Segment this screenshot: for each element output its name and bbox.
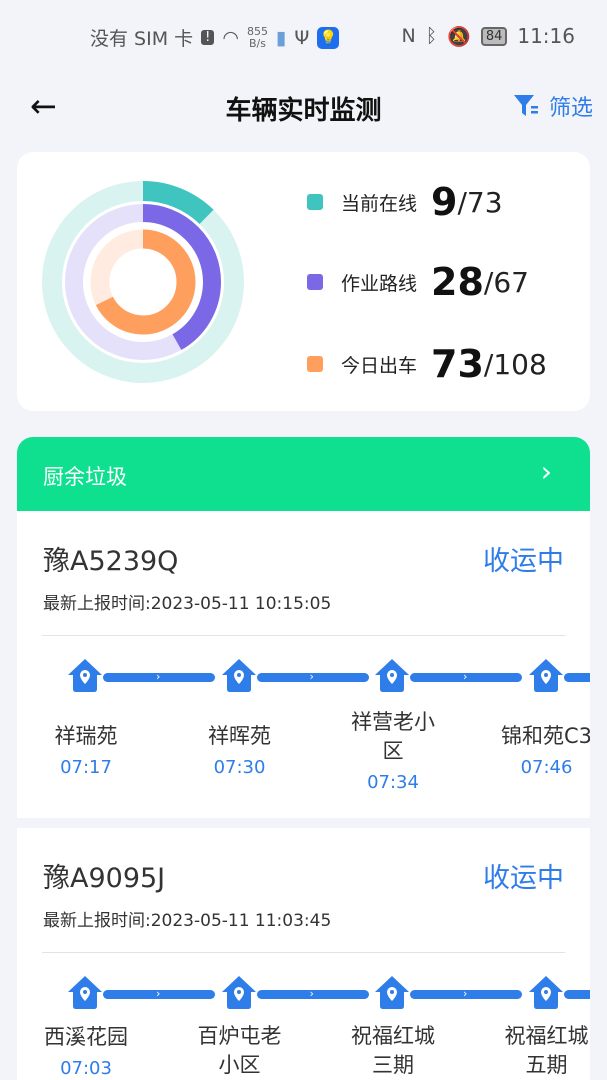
filter-label: 筛选 xyxy=(548,96,593,121)
home-pin-icon xyxy=(68,659,102,692)
stat-value: 28 xyxy=(431,260,484,304)
stat-label: 作业路线 xyxy=(341,272,418,295)
sim-alert-icon: ! xyxy=(201,30,215,45)
battery-icon: 84 xyxy=(480,26,508,46)
chevron-right-icon: › xyxy=(540,455,552,488)
home-pin-icon xyxy=(221,659,256,692)
route-line xyxy=(103,990,215,999)
legend-dot xyxy=(307,194,323,210)
stop-name: 祥营老小区 xyxy=(351,709,435,763)
stop-time: 07:34 xyxy=(367,771,419,793)
divider xyxy=(42,635,565,636)
plate-number: 豫A9095J xyxy=(43,863,166,894)
status-badge: 收运中 xyxy=(483,546,564,577)
stop-name: 祥瑞苑 xyxy=(54,724,118,748)
route-timeline: › 祥瑞苑 07:17 › 祥晖苑 07:30 › 祥营老小区 07:34 锦和苑C… xyxy=(17,659,590,793)
net-speed: 855 B/s xyxy=(246,24,268,50)
arrow-icon: › xyxy=(156,987,161,1000)
vehicle-card[interactable]: 豫A9095J 收运中 最新上报时间:2023-05-11 11:03:45 ›… xyxy=(17,828,590,1080)
stop-name: 祝福红城五期 xyxy=(504,1023,589,1077)
mute-bell-icon: 🔕 xyxy=(447,25,471,48)
report-time: 最新上报时间:2023-05-11 10:15:05 xyxy=(43,594,332,614)
stat-total: /67 xyxy=(483,265,529,299)
plate-number: 豫A5239Q xyxy=(43,546,179,577)
stat-label: 今日出车 xyxy=(341,354,418,377)
top-nav: ← 车辆实时监测 筛选 xyxy=(0,80,607,134)
arrow-icon: › xyxy=(309,670,314,683)
stat-online: 当前在线 9/73 xyxy=(307,180,503,224)
divider xyxy=(42,952,565,953)
route-line xyxy=(563,673,590,682)
route-line xyxy=(563,990,590,999)
stat-total: /73 xyxy=(457,185,503,219)
home-pin-icon xyxy=(375,976,409,1009)
stop-time: 07:17 xyxy=(60,757,112,778)
wifi-icon: ◠ xyxy=(222,26,239,49)
legend-dot xyxy=(307,356,323,372)
page-title: 车辆实时监测 xyxy=(225,96,382,126)
bulb-icon: 💡 xyxy=(317,26,340,49)
stat-today: 今日出车 73/108 xyxy=(307,342,547,386)
nfc-icon: N xyxy=(401,25,416,47)
arrow-icon: › xyxy=(156,670,161,683)
stop-name: 祥晖苑 xyxy=(208,724,271,748)
ring-arc xyxy=(42,181,244,383)
stop-name: 锦和苑C3 xyxy=(500,724,590,748)
status-bar: 没有 SIM 卡 ! ◠ 855 B/s ▮ Ψ 💡 N ᛒ 🔕 84 11:16 xyxy=(0,0,607,70)
arrow-icon: › xyxy=(309,987,314,1000)
category-header[interactable]: 厨余垃圾 › xyxy=(17,437,590,511)
legend-dot xyxy=(307,274,323,290)
home-pin-icon xyxy=(68,976,102,1009)
stat-label: 当前在线 xyxy=(341,192,418,215)
stop-time: 07:46 xyxy=(520,757,573,778)
back-arrow-icon[interactable]: ← xyxy=(30,87,57,125)
stat-value: 73 xyxy=(431,342,484,386)
arrow-icon: › xyxy=(463,670,468,683)
clock: 11:16 xyxy=(517,24,575,48)
stop-name: 百炉屯老小区 xyxy=(197,1023,282,1077)
report-time: 最新上报时间:2023-05-11 11:03:45 xyxy=(43,911,332,931)
stop-time: 07:03 xyxy=(60,1057,112,1079)
ring-arc xyxy=(90,229,196,335)
route-line xyxy=(410,673,522,682)
stat-total: /108 xyxy=(483,347,547,381)
route-timeline: › 西溪花园 07:03 › 百炉屯老小区 › 祝福红城三期 祝福红城五期 xyxy=(17,976,590,1080)
home-pin-icon xyxy=(221,976,256,1009)
ring-arc xyxy=(65,204,221,360)
home-pin-icon xyxy=(528,976,563,1009)
status-badge: 收运中 xyxy=(483,863,564,894)
home-pin-icon xyxy=(375,659,409,692)
filter-button[interactable]: 筛选 xyxy=(513,90,593,122)
route-line xyxy=(256,990,369,999)
category-title: 厨余垃圾 xyxy=(43,465,127,489)
route-line xyxy=(103,673,215,682)
bluetooth-icon: ᛒ xyxy=(425,25,438,47)
stop-name: 祝福红城三期 xyxy=(351,1023,435,1077)
filter-icon xyxy=(513,95,538,116)
stats-card: 当前在线 9/73 作业路线 28/67 今日出车 73/108 xyxy=(17,152,590,411)
usb-icon: Ψ xyxy=(294,26,310,49)
ring-chart xyxy=(42,181,244,383)
stop-time: 07:30 xyxy=(213,757,266,778)
stat-value: 9 xyxy=(431,180,458,224)
vehicle-card[interactable]: 豫A5239Q 收运中 最新上报时间:2023-05-11 10:15:05 ›… xyxy=(17,511,590,818)
route-line xyxy=(256,673,369,682)
stat-routes: 作业路线 28/67 xyxy=(307,260,529,304)
stop-name: 西溪花园 xyxy=(44,1024,128,1049)
route-line xyxy=(410,990,522,999)
arrow-icon: › xyxy=(463,987,468,1000)
charging-icon: ▮ xyxy=(275,26,287,49)
carrier-text: 没有 SIM 卡 xyxy=(90,28,194,50)
home-pin-icon xyxy=(528,659,563,692)
